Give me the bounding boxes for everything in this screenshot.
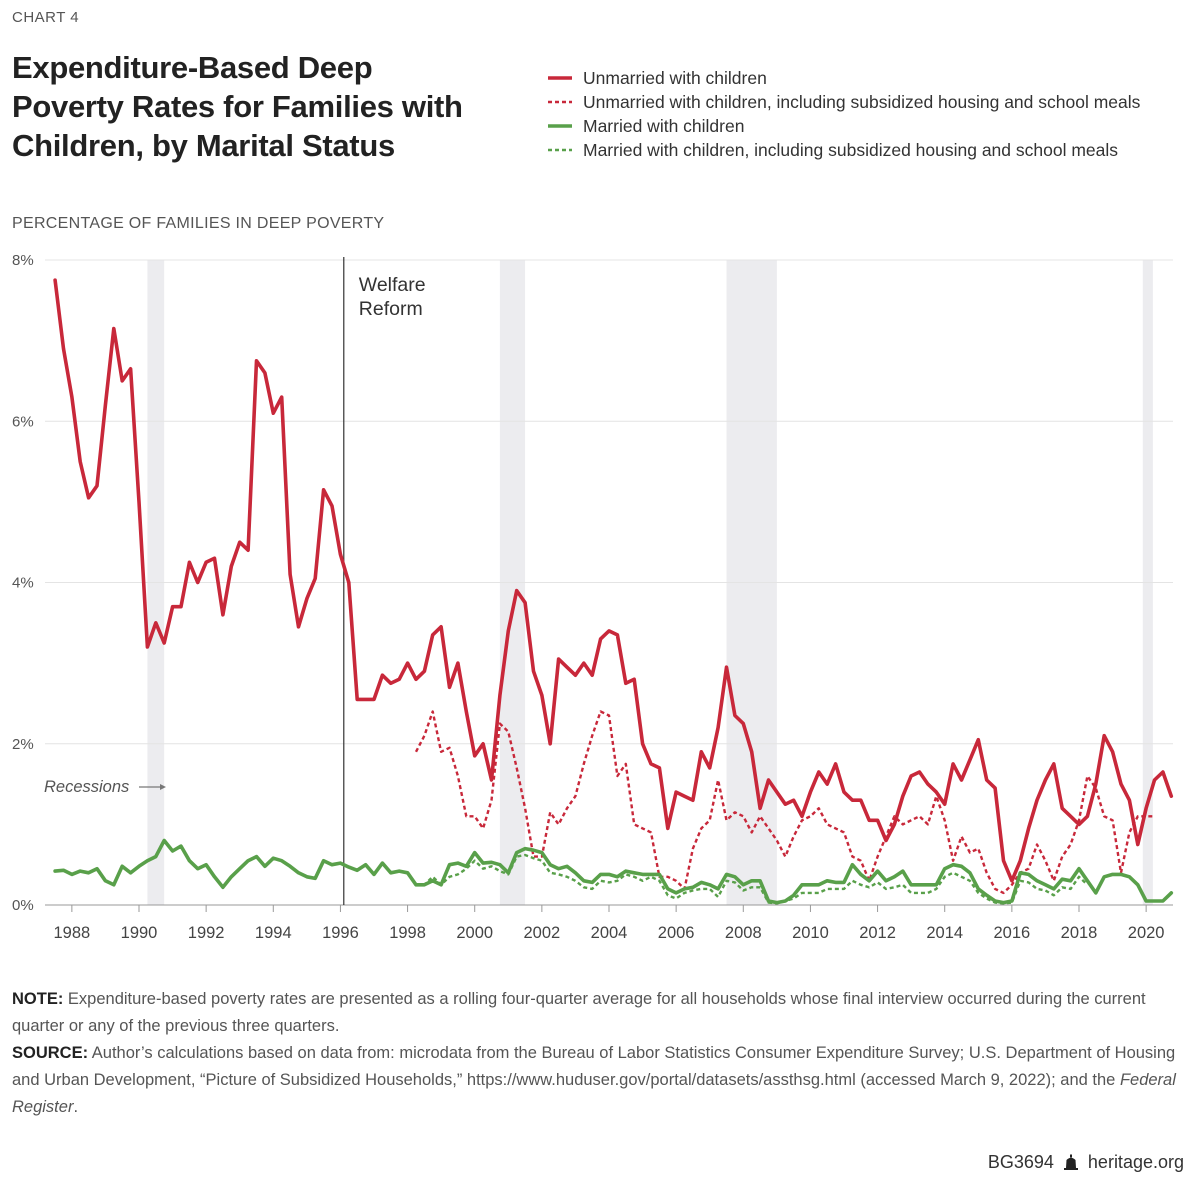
legend-swatch-dashed-red xyxy=(548,100,572,104)
x-tick-label: 2004 xyxy=(591,924,628,942)
legend-label: Married with children xyxy=(583,115,745,136)
chart-plot: 0% 2% 4% 6% 8% 1988 1990 1992 1994 1996 1998 2000 20… xyxy=(12,252,1174,942)
legend-item-married-subsidized: Married with children, including subsidi… xyxy=(548,138,1118,162)
note-label: NOTE: xyxy=(12,990,64,1008)
x-tick-label: 2008 xyxy=(725,924,762,942)
x-tick-label: 1992 xyxy=(188,924,225,942)
x-tick-label: 2012 xyxy=(859,924,896,942)
x-tick-label: 2020 xyxy=(1128,924,1165,942)
footer-site: heritage.org xyxy=(1087,1152,1184,1172)
x-tick-label: 1994 xyxy=(255,924,292,942)
legend-swatch-solid-green xyxy=(548,124,572,128)
x-tick-label: 2016 xyxy=(993,924,1030,942)
legend-label: Unmarried with children, including subsi… xyxy=(583,91,1141,112)
x-tick-label: 2014 xyxy=(926,924,963,942)
x-tick-label: 1988 xyxy=(53,924,90,942)
source: SOURCE: Author’s calculations based on d… xyxy=(12,1040,1182,1121)
legend-swatch-solid-red xyxy=(548,76,572,80)
y-tick-label: 6% xyxy=(12,413,34,430)
source-italic: Federal Register xyxy=(12,1071,1176,1116)
y-tick-label: 0% xyxy=(12,897,34,914)
series-line-3 xyxy=(53,838,1174,905)
chart-label: CHART 4 xyxy=(12,9,80,26)
annotation-label-line2: Reform xyxy=(359,298,423,320)
legend-swatch-dashed-green xyxy=(548,148,572,152)
legend-item-unmarried: Unmarried with children xyxy=(548,66,767,90)
note: NOTE: Expenditure-based poverty rates ar… xyxy=(12,986,1182,1040)
legend-item-married: Married with children xyxy=(548,114,744,138)
x-tick-label: 2000 xyxy=(456,924,493,942)
y-tick-label: 8% xyxy=(12,252,34,269)
series-line-4 xyxy=(416,853,1089,905)
x-tick-label: 2010 xyxy=(792,924,829,942)
recessions-label: Recessions xyxy=(44,778,129,796)
footer-code: BG3694 xyxy=(987,1152,1054,1172)
annotation-label-line1: Welfare xyxy=(359,274,426,296)
x-tick-label: 2002 xyxy=(523,924,560,942)
source-text: Author’s calculations based on data from… xyxy=(12,1044,1176,1089)
legend-item-unmarried-subsidized: Unmarried with children, including subsi… xyxy=(548,90,1140,114)
legend-label: Unmarried with children xyxy=(583,67,767,88)
series-line-1 xyxy=(53,278,1174,883)
x-tick-label: 1996 xyxy=(322,924,359,942)
y-axis-title: PERCENTAGE OF FAMILIES IN DEEP POVERTY xyxy=(12,215,385,232)
footer: BG3694 heritage.org xyxy=(988,1152,1184,1173)
legend-label: Married with children, including subsidi… xyxy=(583,139,1119,160)
note-text: Expenditure-based poverty rates are pres… xyxy=(12,990,1146,1035)
x-tick-label: 2006 xyxy=(658,924,695,942)
recessions-arrow-head xyxy=(160,784,166,790)
liberty-bell-icon xyxy=(1063,1154,1078,1170)
x-tick-label: 1990 xyxy=(121,924,158,942)
x-tick-label: 1998 xyxy=(389,924,426,942)
source-end: . xyxy=(73,1098,79,1116)
x-tick-label: 2018 xyxy=(1061,924,1098,942)
chart-title: Expenditure-Based Deep Poverty Rates for… xyxy=(12,50,463,163)
y-tick-label: 4% xyxy=(12,575,34,592)
source-label: SOURCE: xyxy=(12,1044,89,1062)
y-tick-label: 2% xyxy=(12,736,34,753)
